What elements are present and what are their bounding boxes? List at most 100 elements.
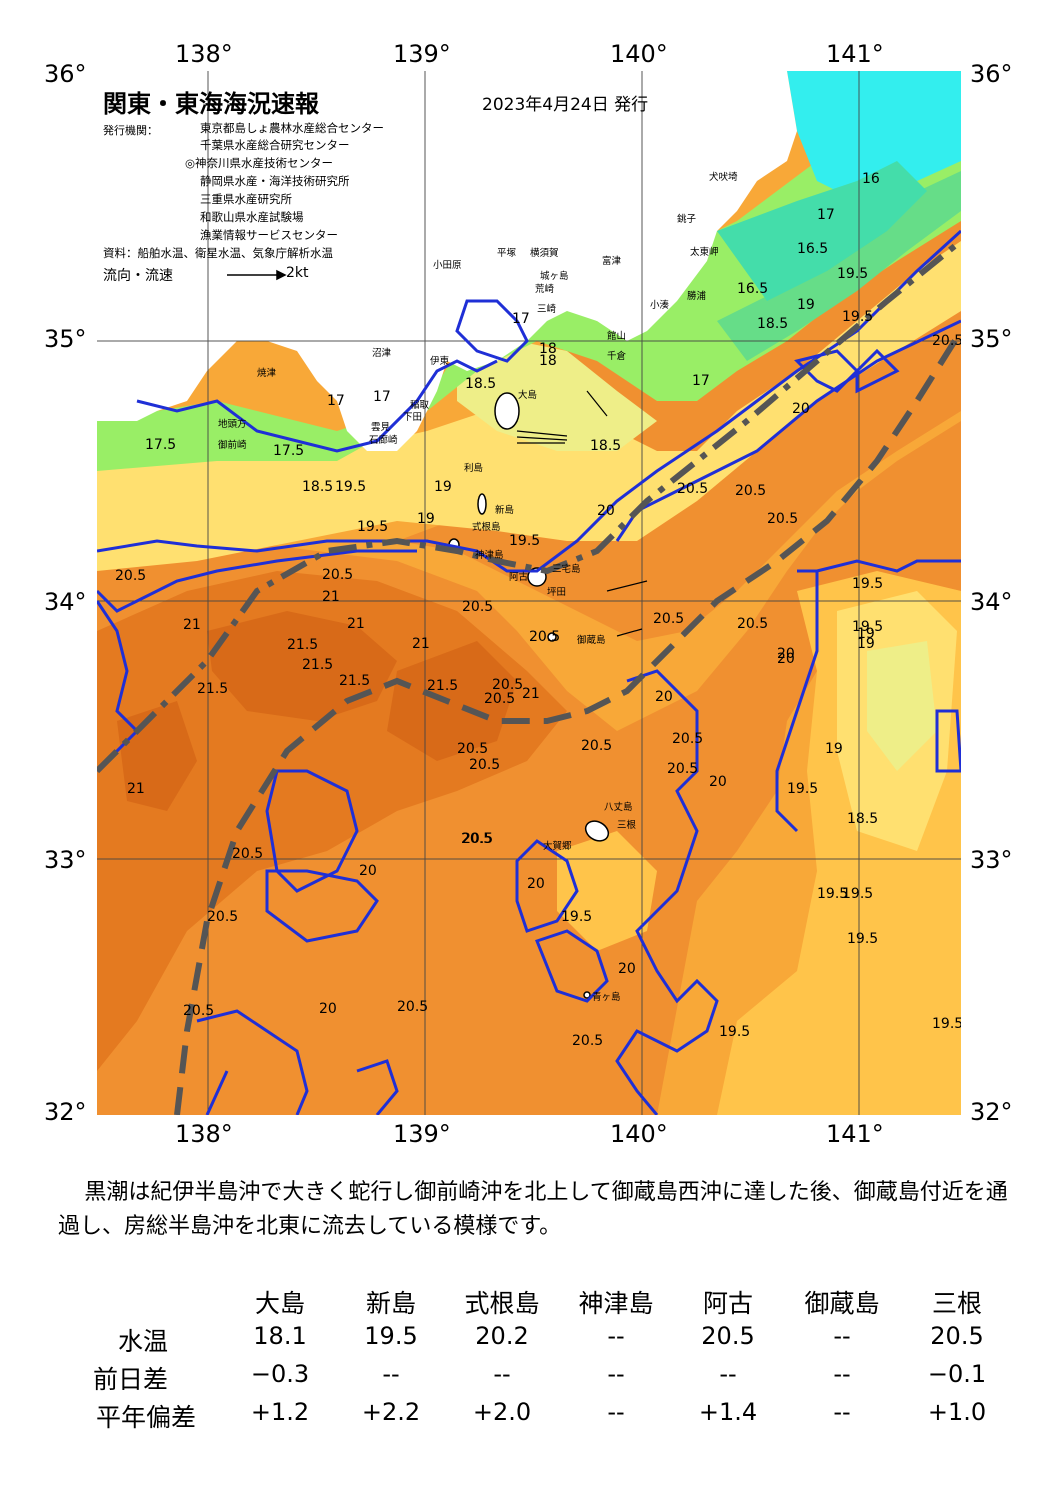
contour-label: 19.5 <box>852 576 884 592</box>
place-label: 御前崎 <box>218 440 247 451</box>
place-label: 横須賀 <box>530 248 559 259</box>
contour-label: 21.5 <box>339 673 371 689</box>
issuer-1: 東京都島しょ農林水産総合センター <box>200 121 384 135</box>
island-oshima <box>494 392 520 430</box>
issue-date: 2023年4月24日 発行 <box>482 95 649 115</box>
contour-label: 21 <box>183 617 201 633</box>
kuroshio-axis <box>174 329 961 1115</box>
contour-label: 20 <box>777 646 795 662</box>
flow-legend-label: 流向・流速 <box>103 268 173 284</box>
lat-tick-left-34: 34° <box>44 588 87 616</box>
table-cell: 20.5 <box>701 1322 755 1350</box>
place-label: 阿古 <box>509 572 529 583</box>
table-cell: +2.0 <box>472 1398 532 1426</box>
contour-label: 20.5 <box>462 831 494 847</box>
place-label: 銚子 <box>677 214 697 225</box>
blue-contours <box>97 229 961 1115</box>
lat-tick-left-32: 32° <box>44 1098 87 1126</box>
table-cell: −0.1 <box>927 1360 987 1388</box>
place-label: 大島 <box>518 390 538 401</box>
table-cell: -- <box>607 1360 625 1388</box>
place-label: 青ヶ島 <box>592 992 621 1003</box>
lon-tick-top-138: 138° <box>175 40 233 68</box>
lon-tick-top-139: 139° <box>393 40 451 68</box>
row-label-anomaly: 平年偏差 <box>95 1403 196 1432</box>
contour-label: 17 <box>692 373 710 389</box>
contour-label: 19.5 <box>561 909 593 925</box>
contour-label: 20 <box>319 1001 337 1017</box>
place-label: 千倉 <box>607 351 627 362</box>
contour-label: 20.5 <box>462 599 494 615</box>
place-label: 焼津 <box>257 368 277 379</box>
contour-label: 19 <box>857 626 875 642</box>
contour-label: 19.5 <box>787 781 819 797</box>
table-cell: 19.5 <box>364 1322 418 1350</box>
contour-label: 20 <box>527 876 545 892</box>
zone-16-5 <box>717 161 927 301</box>
contour-label: 18.5 <box>465 376 497 392</box>
lat-tick-right-34: 34° <box>970 588 1013 616</box>
issuer-4: 静岡県水産・海洋技術研究所 <box>200 174 350 188</box>
contour-label: 21.5 <box>427 678 459 694</box>
lat-tick-left-35: 35° <box>44 325 87 353</box>
contour-label: 18 <box>539 353 557 369</box>
contour-label: 18 <box>539 341 557 357</box>
place-label: 小湊 <box>650 300 670 311</box>
table-header: 御蔵島 <box>804 1289 880 1318</box>
table-cell: 20.5 <box>930 1322 984 1350</box>
table-header: 神津島 <box>578 1289 654 1318</box>
flow-legend-scale: 2kt <box>286 265 309 281</box>
contour-label: 20.5 <box>581 738 613 754</box>
contour-label: 19 <box>857 636 875 652</box>
place-label: 三宅島 <box>552 564 581 575</box>
contour-label: 19 <box>797 297 815 313</box>
place-label: 稲取 <box>410 400 430 411</box>
contour-label: 17 <box>817 207 835 223</box>
contour-label: 20.5 <box>322 567 354 583</box>
contour-label: 20 <box>618 961 636 977</box>
issuer-5: 三重県水産研究所 <box>200 192 292 206</box>
place-label: 式根島 <box>472 522 501 533</box>
place-label: 太東岬 <box>690 247 719 258</box>
contour-label: 18.5 <box>302 479 334 495</box>
contour-label: 20.5 <box>183 1003 215 1019</box>
place-label: 御蔵島 <box>577 635 606 646</box>
contour-label: 16.5 <box>797 241 829 257</box>
issuer-6: 和歌山県水産試験場 <box>200 210 304 224</box>
table-cell: +1.4 <box>698 1398 758 1426</box>
issuer-label: 発行機関： <box>103 124 158 137</box>
contour-label: 21 <box>522 686 540 702</box>
table-cell: -- <box>382 1360 400 1388</box>
table-cell: -- <box>719 1360 737 1388</box>
land-boso <box>577 171 657 321</box>
row-label-daily-diff: 前日差 <box>92 1365 168 1394</box>
zone-21-5-b <box>387 641 517 761</box>
contour-label: 18.5 <box>847 811 879 827</box>
table-header: 阿古 <box>702 1289 753 1318</box>
place-label: 伊東 <box>430 356 450 367</box>
table-header: 式根島 <box>464 1289 540 1318</box>
lat-tick-right-33: 33° <box>970 846 1013 874</box>
lat-tick-left-36: 36° <box>44 60 87 88</box>
contour-label: 19.5 <box>847 931 879 947</box>
contour-label: 20.5 <box>667 761 699 777</box>
contour-label: 21.5 <box>197 681 229 697</box>
row-label-water-temp: 水温 <box>117 1327 168 1356</box>
lat-tick-right-36: 36° <box>970 60 1013 88</box>
contour-label: 19.5 <box>852 619 884 635</box>
place-label: 三根 <box>617 820 637 831</box>
table-cell: +1.0 <box>927 1398 987 1426</box>
place-label: 富津 <box>602 256 622 267</box>
contour-label: 19.5 <box>335 479 367 495</box>
contour-label: 21 <box>412 636 430 652</box>
flow-legend-arrow <box>227 269 287 281</box>
summary-text: 黒潮は紀伊半島沖で大きく蛇行し御前崎沖を北上して御蔵島西沖に達した後、御蔵島付近… <box>58 1180 1008 1239</box>
contour-label: 20.5 <box>767 511 799 527</box>
contour-label: 20.5 <box>677 481 709 497</box>
place-label: 下田 <box>403 412 423 423</box>
place-label: 沼津 <box>372 348 392 359</box>
contour-label: 20 <box>597 503 615 519</box>
issuer-3: ◎神奈川県水産技術センター <box>185 156 334 170</box>
table-header: 大島 <box>254 1289 305 1318</box>
contour-label: 20 <box>792 401 810 417</box>
